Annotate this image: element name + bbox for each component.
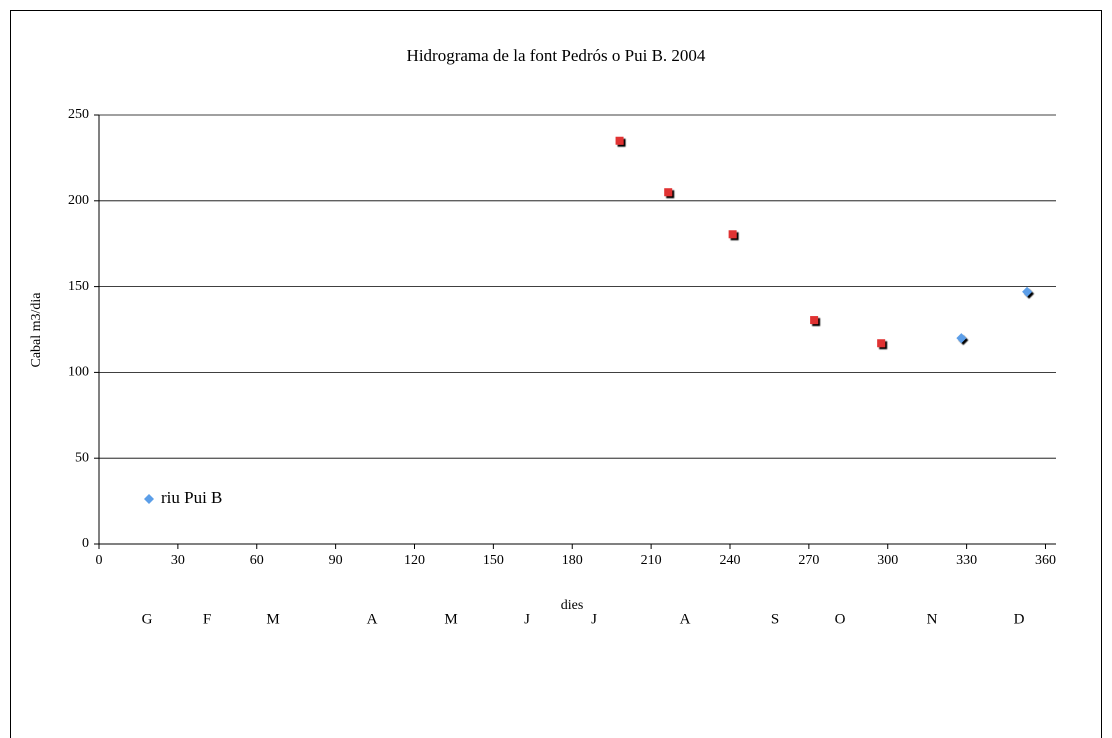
x-tick-label: 120 — [404, 553, 425, 568]
legend-label: riu Pui B — [161, 488, 222, 507]
month-label: A — [680, 611, 691, 627]
marker — [664, 188, 673, 197]
month-label: S — [771, 611, 779, 627]
x-tick-label: 270 — [798, 553, 819, 568]
marker — [1022, 286, 1033, 297]
month-label: G — [142, 611, 153, 627]
y-tick-label: 50 — [75, 450, 89, 465]
x-tick-label: 330 — [956, 553, 977, 568]
x-tick-label: 300 — [877, 553, 898, 568]
y-tick-label: 150 — [68, 279, 89, 294]
month-label: J — [524, 611, 530, 627]
chart-title: Hidrograma de la font Pedrós o Pui B. 20… — [407, 46, 706, 65]
y-tick-label: 250 — [68, 107, 89, 122]
x-tick-label: 210 — [641, 553, 662, 568]
month-label: O — [835, 611, 846, 627]
x-tick-label: 240 — [719, 553, 740, 568]
month-label: F — [203, 611, 211, 627]
y-tick-label: 0 — [82, 536, 89, 551]
x-tick-label: 30 — [171, 553, 185, 568]
chart-frame — [10, 10, 1102, 738]
x-tick-label: 180 — [562, 553, 583, 568]
x-axis-label: dies — [561, 598, 584, 613]
marker — [810, 316, 819, 325]
x-tick-label: 150 — [483, 553, 504, 568]
marker — [728, 230, 737, 239]
month-label: D — [1014, 611, 1025, 627]
marker — [877, 339, 886, 348]
month-label: J — [591, 611, 597, 627]
legend-marker — [144, 494, 154, 504]
y-tick-label: 200 — [68, 193, 89, 208]
marker — [956, 333, 967, 344]
month-label: M — [444, 611, 457, 627]
month-label: M — [266, 611, 279, 627]
x-tick-label: 0 — [96, 553, 103, 568]
x-tick-label: 60 — [250, 553, 264, 568]
marker — [615, 136, 624, 145]
month-label: A — [367, 611, 378, 627]
month-label: N — [927, 611, 938, 627]
y-tick-label: 100 — [68, 365, 89, 380]
y-axis-label: Cabal m3/dia — [29, 292, 44, 368]
x-tick-label: 90 — [329, 553, 343, 568]
x-tick-label: 360 — [1035, 553, 1056, 568]
